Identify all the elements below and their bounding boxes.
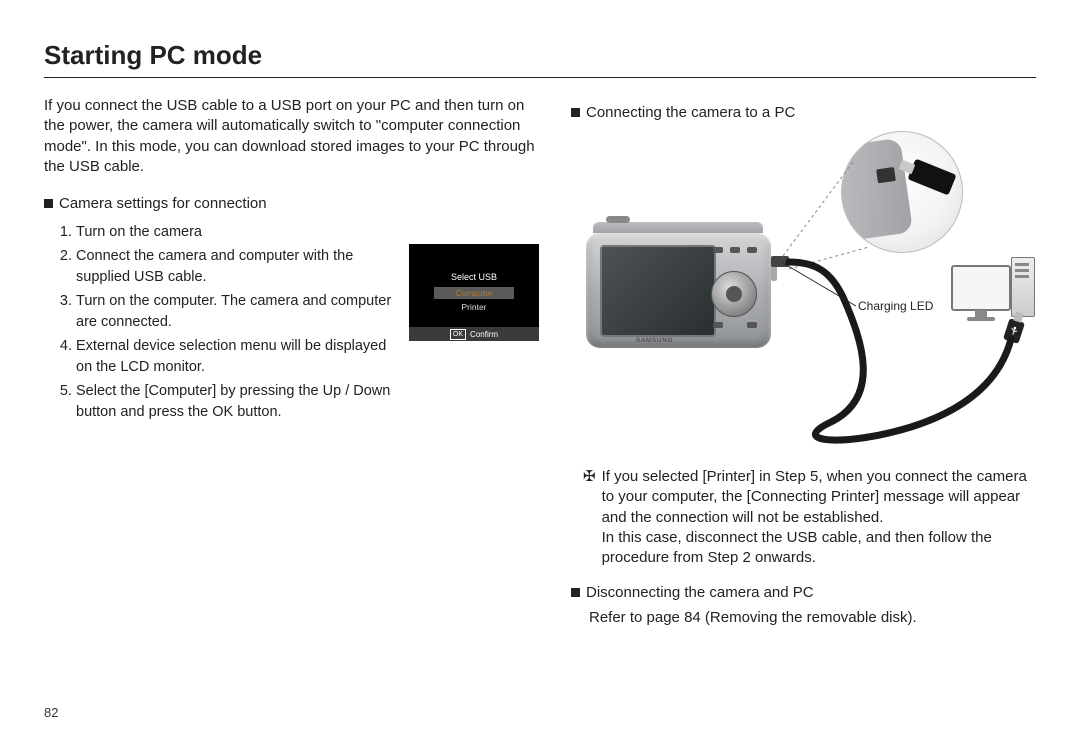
lcd-option-printer: Printer bbox=[409, 302, 539, 312]
camera-top-edge bbox=[593, 222, 763, 233]
connection-steps-list: Turn on the camera Connect the camera an… bbox=[52, 222, 395, 426]
connect-camera-heading-text: Connecting the camera to a PC bbox=[586, 104, 795, 121]
step-item: Select the [Computer] by pressing the Up… bbox=[76, 381, 395, 423]
ref-suffix: (Removing the removable disk). bbox=[701, 609, 917, 626]
steps-and-lcd-row: Turn on the camera Connect the camera an… bbox=[44, 218, 539, 426]
pc-tower-icon bbox=[1011, 257, 1035, 317]
camera-settings-heading-text: Camera settings for connection bbox=[59, 195, 267, 212]
disconnect-reference: Refer to page 84 (Removing the removable… bbox=[589, 609, 1041, 626]
camera-usb-port bbox=[771, 256, 789, 267]
connect-camera-heading: Connecting the camera to a PC bbox=[571, 104, 1041, 121]
connection-diagram: SAMSUNG bbox=[571, 127, 1041, 457]
page-number: 82 bbox=[44, 705, 58, 720]
note-symbol-icon: ✠ bbox=[583, 467, 596, 487]
camera-bottom-buttons bbox=[713, 322, 757, 328]
lcd-confirm-label: Confirm bbox=[470, 330, 498, 339]
ref-page: 84 bbox=[684, 609, 701, 626]
bullet-square-icon bbox=[44, 199, 53, 208]
bullet-square-icon bbox=[571, 588, 580, 597]
usb-logo-icon bbox=[1008, 325, 1021, 338]
camera-settings-heading: Camera settings for connection bbox=[44, 195, 539, 212]
pc-monitor-icon bbox=[951, 265, 1011, 311]
lcd-ok-icon: OK bbox=[450, 329, 466, 340]
zoom-camera-side bbox=[841, 138, 913, 245]
step-item: Connect the camera and computer with the… bbox=[76, 246, 395, 288]
zoom-usb-plug bbox=[907, 159, 956, 196]
charging-led-label: Charging LED bbox=[858, 299, 933, 313]
camera-body: SAMSUNG bbox=[586, 233, 771, 348]
disconnect-heading: Disconnecting the camera and PC bbox=[571, 584, 1041, 601]
left-column: If you connect the USB cable to a USB po… bbox=[44, 96, 539, 626]
printer-warning-note: ✠ If you selected [Printer] in Step 5, w… bbox=[583, 467, 1041, 568]
step-item: Turn on the computer. The camera and com… bbox=[76, 291, 395, 333]
lcd-option-computer: Computer bbox=[434, 287, 514, 299]
camera-strap-lug bbox=[771, 265, 777, 281]
manual-page: Starting PC mode If you connect the USB … bbox=[0, 0, 1080, 746]
ref-prefix: Refer to page bbox=[589, 609, 684, 626]
two-column-layout: If you connect the USB cable to a USB po… bbox=[44, 96, 1036, 626]
lcd-menu-title: Select USB bbox=[409, 272, 539, 282]
step-item: External device selection menu will be d… bbox=[76, 336, 395, 378]
printer-warning-text: If you selected [Printer] in Step 5, whe… bbox=[602, 467, 1041, 568]
lcd-screenshot: Select USB Computer Printer OK Confirm bbox=[409, 244, 539, 341]
camera-dpad-icon bbox=[711, 271, 757, 317]
intro-paragraph: If you connect the USB cable to a USB po… bbox=[44, 96, 539, 177]
camera-brand-label: SAMSUNG bbox=[636, 338, 673, 344]
zoom-inset-bubble bbox=[841, 131, 963, 253]
step-item: Turn on the camera bbox=[76, 222, 395, 243]
pc-usb-connector bbox=[1003, 318, 1025, 344]
disconnect-heading-text: Disconnecting the camera and PC bbox=[586, 584, 814, 601]
page-title: Starting PC mode bbox=[44, 40, 1036, 78]
bullet-square-icon bbox=[571, 108, 580, 117]
camera-shutter-button bbox=[606, 216, 630, 223]
camera-top-buttons bbox=[713, 247, 757, 253]
right-column: Connecting the camera to a PC SAMSUNG bbox=[571, 96, 1041, 626]
camera-lcd-screen bbox=[600, 245, 716, 337]
lcd-footer: OK Confirm bbox=[409, 327, 539, 341]
